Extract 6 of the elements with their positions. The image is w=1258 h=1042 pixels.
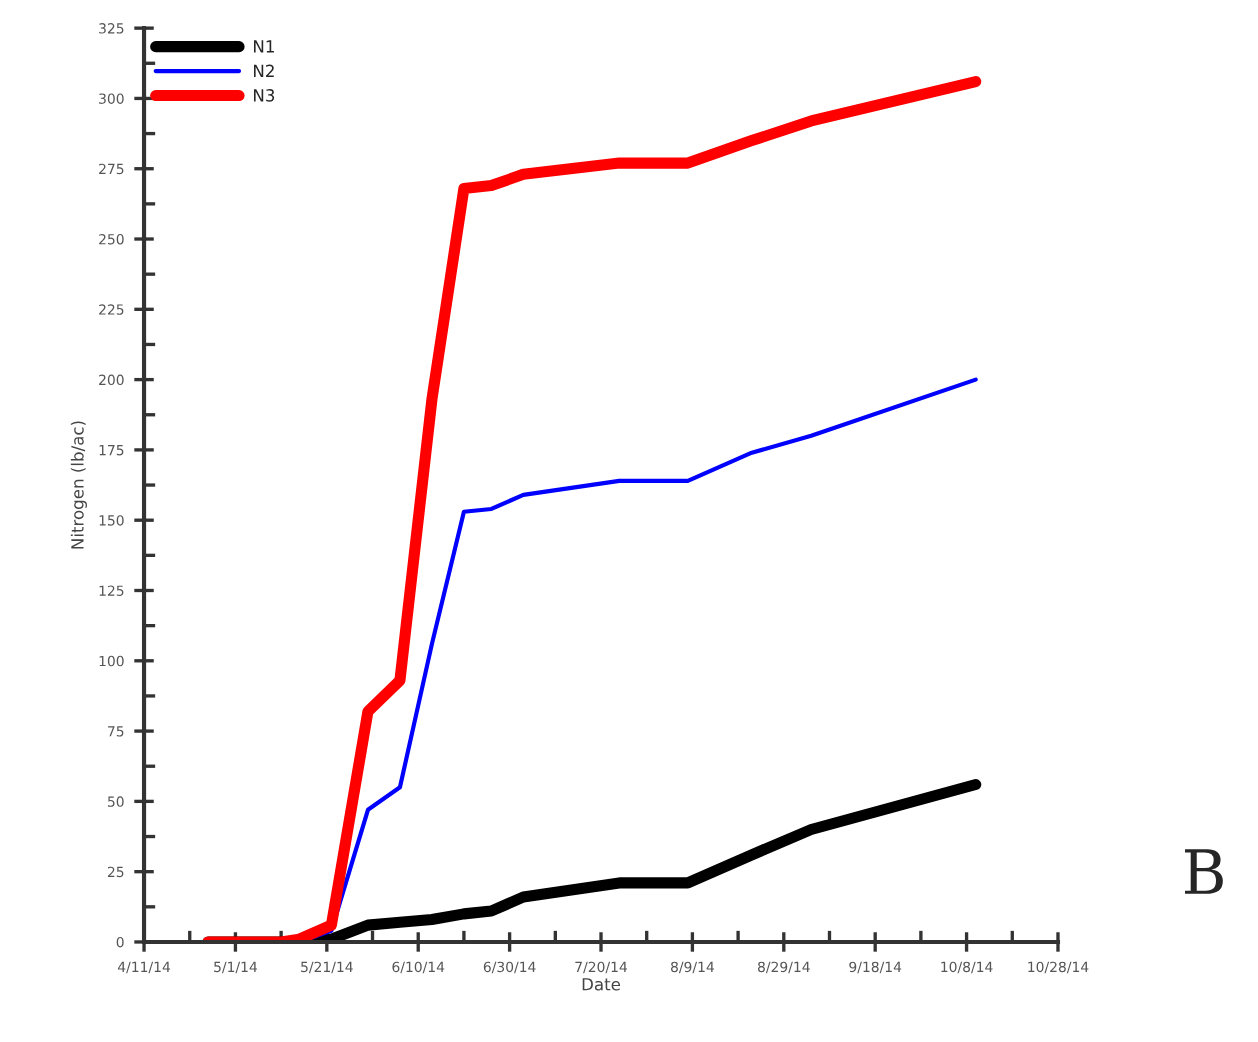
legend-label: N3	[254, 89, 275, 102]
legend-label: N1	[254, 40, 274, 53]
x-axis-title: Date	[582, 978, 621, 991]
text: B	[1185, 849, 1223, 894]
y-axis-title: Nitrogen (lb/ac)	[70, 421, 87, 549]
legend-label: N2	[254, 64, 274, 77]
